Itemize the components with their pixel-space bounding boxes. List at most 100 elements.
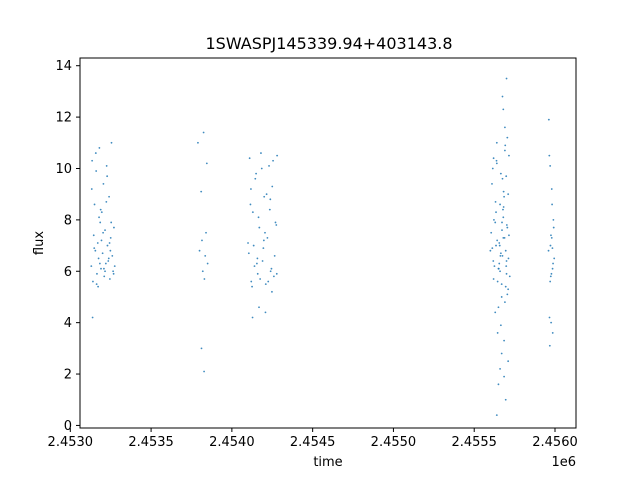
data-point (500, 283, 503, 286)
data-point (504, 144, 507, 147)
data-point (502, 236, 505, 239)
data-point (507, 257, 510, 260)
data-point (506, 293, 509, 296)
data-point (498, 244, 501, 247)
data-point (97, 257, 100, 260)
data-point (501, 177, 504, 180)
data-point (260, 152, 262, 154)
data-point (203, 278, 206, 280)
data-point (506, 226, 509, 229)
data-point (109, 249, 112, 252)
data-point (504, 285, 507, 288)
data-point (271, 185, 274, 188)
x-tick-label: 2.4540 (209, 435, 255, 450)
data-point (498, 242, 501, 244)
data-point (498, 262, 501, 265)
data-point (256, 262, 258, 265)
data-point (201, 239, 203, 242)
data-point (256, 272, 259, 275)
y-tick-label: 14 (55, 59, 72, 74)
data-point (491, 167, 494, 170)
data-point (549, 280, 552, 283)
data-point (496, 332, 499, 334)
data-point (103, 267, 105, 270)
data-point (98, 262, 101, 265)
data-point (490, 231, 493, 234)
data-point (247, 252, 250, 255)
y-axis-label: flux (32, 231, 47, 255)
data-point (507, 288, 510, 291)
data-point (494, 221, 497, 224)
data-point (508, 234, 510, 237)
data-point (96, 242, 99, 244)
data-point (205, 231, 207, 234)
data-point (106, 244, 109, 247)
y-tick-label: 6 (64, 265, 72, 280)
data-point (103, 275, 106, 278)
data-point (100, 267, 102, 270)
data-point (497, 267, 500, 270)
data-point (92, 234, 95, 237)
data-point (499, 172, 502, 175)
data-point (499, 270, 501, 273)
data-point (100, 211, 103, 214)
axes-frame (79, 57, 577, 429)
data-point (508, 154, 510, 157)
data-point (108, 195, 110, 198)
data-point (550, 188, 553, 190)
data-point (201, 270, 204, 273)
data-point (108, 278, 111, 280)
data-point (495, 159, 498, 162)
data-point (553, 257, 556, 260)
data-point (502, 108, 505, 111)
data-point (549, 165, 552, 167)
data-point (200, 190, 203, 193)
data-point (253, 265, 256, 268)
data-point (497, 306, 500, 309)
data-point (268, 208, 271, 211)
data-point (99, 221, 102, 224)
data-point (503, 195, 505, 198)
data-point (550, 272, 553, 275)
data-point (550, 234, 552, 237)
data-point (107, 260, 110, 262)
data-point (503, 339, 505, 342)
data-point (251, 285, 253, 288)
data-point (269, 198, 272, 201)
data-point (111, 254, 114, 257)
data-point (552, 262, 554, 265)
data-point (493, 218, 495, 221)
data-point (198, 249, 201, 252)
data-point (505, 272, 508, 275)
data-point (200, 347, 203, 350)
data-point (500, 296, 503, 298)
x-tick-label: 2.4555 (451, 435, 497, 450)
data-point (205, 162, 208, 165)
data-point (499, 203, 501, 206)
data-point (548, 344, 551, 347)
data-point (499, 368, 501, 370)
data-points (90, 77, 556, 417)
data-point (261, 260, 264, 262)
data-point (495, 211, 497, 214)
data-point (264, 311, 267, 314)
data-point (268, 165, 270, 167)
x-axis-offset-label: 1e6 (551, 455, 576, 470)
data-point (93, 203, 96, 206)
data-point (203, 370, 205, 373)
data-point (496, 280, 499, 283)
data-point (275, 224, 278, 226)
data-point (95, 170, 98, 172)
y-axis-ticks: 0 2 4 6 8 10 12 14 (55, 59, 80, 434)
x-tick-label: 2.4530 (48, 435, 94, 450)
y-tick-label: 0 (64, 419, 72, 434)
data-point (258, 226, 261, 229)
data-point (503, 375, 505, 378)
data-point (99, 208, 102, 211)
data-point (204, 254, 207, 257)
y-tick-label: 10 (55, 162, 72, 177)
data-point (272, 159, 274, 162)
data-point (548, 316, 551, 319)
data-point (505, 265, 508, 268)
